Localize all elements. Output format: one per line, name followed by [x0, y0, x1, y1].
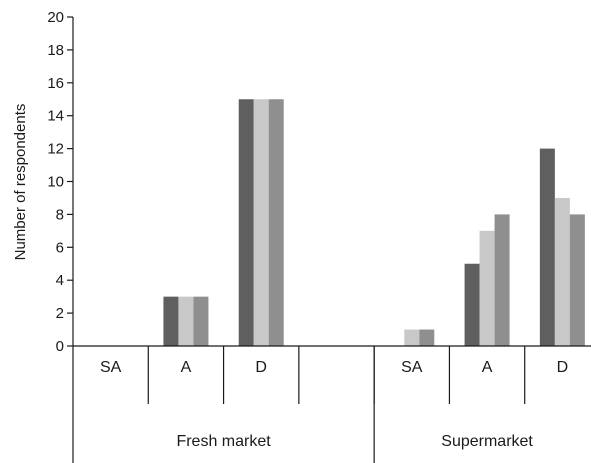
x-category-label: D: [255, 359, 267, 376]
x-group-label: Supermarket: [441, 433, 533, 450]
bar: [163, 296, 179, 346]
y-tick-label: 20: [47, 9, 64, 26]
x-category-label: A: [482, 359, 493, 376]
bar: [404, 329, 420, 346]
y-tick-label: 10: [47, 174, 64, 191]
bar: [193, 296, 209, 346]
x-axis: SA A D SA A D Fresh market Supermarket: [72, 346, 569, 463]
y-tick-label: 6: [56, 239, 64, 256]
bar: [268, 99, 284, 346]
y-axis-ticks: 0 2 4 6 8 10 12 14 16 18 20: [47, 9, 73, 355]
y-tick-label: 14: [47, 108, 64, 125]
bar: [539, 148, 555, 346]
bar: [253, 99, 269, 346]
bar: [569, 214, 585, 346]
y-tick-label: 18: [47, 42, 64, 59]
y-tick-label: 16: [47, 75, 64, 92]
y-tick-label: 4: [56, 272, 64, 289]
x-group-label: Fresh market: [176, 433, 271, 450]
y-tick-label: 8: [56, 206, 64, 223]
bar: [464, 263, 480, 346]
y-tick-label: 12: [47, 141, 64, 158]
y-tick-label: 2: [56, 305, 64, 322]
x-category-label: D: [557, 359, 569, 376]
x-category-label: SA: [100, 359, 122, 376]
bar: [178, 296, 194, 346]
bar: [494, 214, 510, 346]
y-tick-label: 0: [56, 338, 64, 355]
bars: [163, 99, 585, 346]
x-category-label: A: [181, 359, 192, 376]
bar: [554, 197, 570, 346]
bar: [419, 329, 435, 346]
x-category-label: SA: [401, 359, 423, 376]
y-axis-label: Number of respondents: [12, 104, 29, 261]
bar: [238, 99, 254, 346]
bar: [479, 230, 495, 346]
